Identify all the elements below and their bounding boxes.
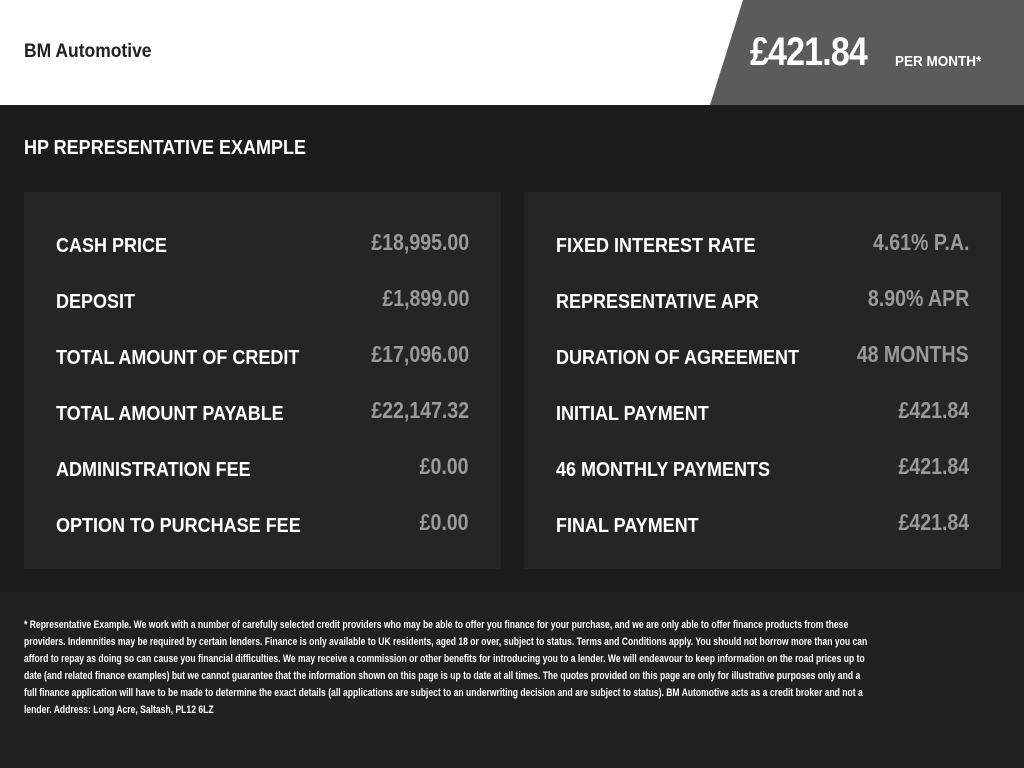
monthly-price-box: £421.84 PER MONTH*	[710, 0, 1024, 105]
finance-card-right: FIXED INTEREST RATE 4.61% P.A. REPRESENTAT…	[524, 192, 1001, 569]
finance-row: OPTION TO PURCHASE FEE £0.00	[56, 498, 469, 554]
row-value: 8.90% APR	[867, 284, 969, 311]
row-value: £18,995.00	[371, 228, 469, 255]
disclaimer-line: afford to repay as doing so can cause yo…	[24, 653, 865, 666]
row-value: £22,147.32	[371, 396, 469, 423]
disclaimer-line: date (and related finance examples) but …	[24, 670, 861, 683]
row-value: £421.84	[898, 452, 969, 479]
row-value: £1,899.00	[382, 284, 469, 311]
finance-row: 46 MONTHLY PAYMENTS £421.84	[556, 442, 969, 498]
row-label: FINAL PAYMENT	[556, 514, 699, 537]
row-label: TOTAL AMOUNT PAYABLE	[56, 402, 284, 425]
disclaimer: * Representative Example. We work with a…	[24, 617, 868, 720]
row-value: 48 MONTHS	[857, 340, 969, 367]
row-label: REPRESENTATIVE APR	[556, 290, 759, 313]
section-heading: HP REPRESENTATIVE EXAMPLE	[24, 137, 307, 159]
finance-row: TOTAL AMOUNT OF CREDIT £17,096.00	[56, 330, 469, 386]
finance-example: HP REPRESENTATIVE EXAMPLE CASH PRICE £18,…	[0, 105, 1024, 592]
dealer-name: BM Automotive	[24, 41, 152, 62]
finance-row: TOTAL AMOUNT PAYABLE £22,147.32	[56, 386, 469, 442]
row-label: ADMINISTRATION FEE	[56, 458, 251, 481]
row-value: 4.61% P.A.	[872, 228, 969, 255]
row-value: £17,096.00	[371, 340, 469, 367]
row-label: DURATION OF AGREEMENT	[556, 346, 799, 369]
finance-card-left: CASH PRICE £18,995.00 DEPOSIT £1,899.00 TOTA…	[24, 192, 501, 569]
row-value: £0.00	[420, 452, 469, 479]
finance-row: CASH PRICE £18,995.00	[56, 218, 469, 274]
row-label: TOTAL AMOUNT OF CREDIT	[56, 346, 300, 369]
footer: * Representative Example. We work with a…	[0, 592, 1024, 768]
monthly-price: £421.84	[750, 30, 868, 74]
finance-row: FINAL PAYMENT £421.84	[556, 498, 969, 554]
row-value: £421.84	[898, 508, 969, 535]
finance-row: DURATION OF AGREEMENT 48 MONTHS	[556, 330, 969, 386]
disclaimer-line: lender. Address: Long Acre, Saltash, PL1…	[24, 704, 214, 717]
disclaimer-line: * Representative Example. We work with a…	[24, 619, 849, 631]
row-label: OPTION TO PURCHASE FEE	[56, 514, 301, 537]
row-value: £0.00	[420, 508, 469, 535]
disclaimer-line: full finance application will have to be…	[24, 687, 863, 700]
per-month-label: PER MONTH*	[895, 53, 982, 70]
disclaimer-line: providers. Indemnities may be required b…	[24, 636, 868, 649]
finance-row: REPRESENTATIVE APR 8.90% APR	[556, 274, 969, 330]
finance-row: INITIAL PAYMENT £421.84	[556, 386, 969, 442]
finance-row: DEPOSIT £1,899.00	[56, 274, 469, 330]
row-label: INITIAL PAYMENT	[556, 402, 709, 425]
finance-row: FIXED INTEREST RATE 4.61% P.A.	[556, 218, 969, 274]
row-label: CASH PRICE	[56, 234, 168, 257]
header: BM Automotive £421.84 PER MONTH*	[0, 0, 1024, 105]
row-label: DEPOSIT	[56, 290, 136, 313]
row-label: 46 MONTHLY PAYMENTS	[556, 458, 771, 481]
finance-row: ADMINISTRATION FEE £0.00	[56, 442, 469, 498]
row-label: FIXED INTEREST RATE	[556, 234, 756, 257]
row-value: £421.84	[898, 396, 969, 423]
